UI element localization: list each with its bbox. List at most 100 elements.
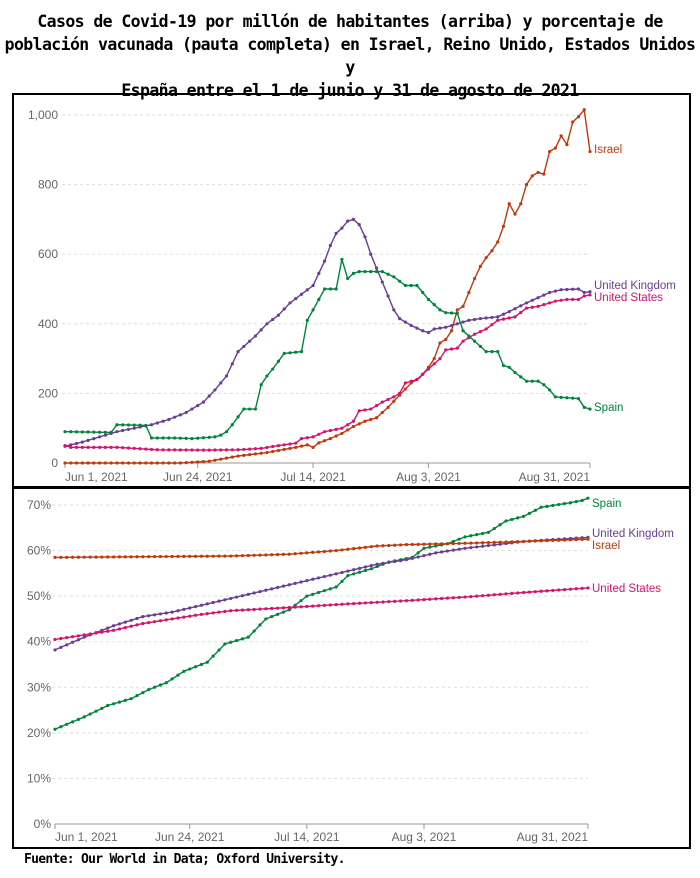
data-point <box>527 539 532 543</box>
data-point <box>516 540 520 544</box>
data-point <box>386 405 390 409</box>
data-point <box>109 461 113 465</box>
data-point <box>580 586 584 590</box>
data-point <box>557 538 561 542</box>
data-point <box>207 459 211 463</box>
data-point <box>553 299 557 303</box>
data-point <box>513 315 517 319</box>
data-point <box>426 297 431 302</box>
data-point <box>305 579 309 583</box>
data-point <box>416 542 420 546</box>
data-point <box>416 555 420 559</box>
data-point <box>152 620 157 624</box>
data-point <box>63 430 67 434</box>
data-point <box>562 587 567 592</box>
data-point <box>106 555 110 559</box>
data-point <box>438 308 442 312</box>
data-point <box>545 589 549 593</box>
data-point <box>305 443 309 447</box>
data-point <box>270 553 274 557</box>
data-point <box>219 457 223 461</box>
data-point <box>199 603 204 607</box>
data-point <box>92 445 96 449</box>
data-point <box>317 297 321 302</box>
data-point <box>184 436 188 441</box>
data-point <box>111 628 116 632</box>
data-point <box>236 350 240 354</box>
data-point <box>478 330 482 334</box>
data-point <box>282 443 286 447</box>
data-point <box>234 595 239 599</box>
data-point <box>86 438 90 442</box>
data-point <box>164 681 168 685</box>
data-point <box>357 422 361 426</box>
data-point <box>346 276 350 281</box>
data-point <box>539 589 543 593</box>
x-tick-label: Aug 31, 2021 <box>517 830 589 844</box>
data-point <box>106 703 110 708</box>
data-point <box>513 370 517 375</box>
data-point <box>184 448 188 452</box>
data-point <box>410 542 414 547</box>
data-point <box>190 437 194 441</box>
data-point <box>519 202 523 206</box>
data-point <box>135 694 139 698</box>
data-point <box>588 407 592 411</box>
data-point <box>311 604 315 608</box>
data-point <box>132 426 136 430</box>
data-point <box>357 270 361 274</box>
data-point <box>316 550 321 554</box>
data-point <box>328 587 332 591</box>
data-point <box>86 445 90 449</box>
data-point <box>409 379 413 383</box>
data-point <box>346 428 350 432</box>
data-point <box>178 413 182 417</box>
data-point <box>53 648 57 652</box>
data-point <box>524 183 529 187</box>
data-point <box>317 271 321 275</box>
data-point <box>167 417 171 422</box>
data-point <box>328 428 332 433</box>
data-point <box>147 555 151 559</box>
data-point <box>455 311 459 315</box>
data-point <box>486 593 491 597</box>
data-point <box>205 554 209 558</box>
data-point <box>103 433 107 437</box>
data-point <box>403 387 407 391</box>
data-point <box>363 545 368 549</box>
data-point <box>65 643 69 647</box>
y-tick-label: 50% <box>27 589 51 603</box>
data-point <box>415 283 419 288</box>
data-point <box>415 326 419 330</box>
data-point <box>501 317 506 321</box>
data-point <box>76 555 81 559</box>
data-point <box>322 603 327 607</box>
data-point <box>369 545 373 549</box>
data-point <box>138 423 142 427</box>
data-point <box>542 293 546 297</box>
data-point <box>504 519 508 523</box>
data-point <box>288 446 292 450</box>
data-point <box>248 453 252 457</box>
data-point <box>287 552 291 556</box>
data-point <box>580 498 584 503</box>
data-point <box>193 605 198 609</box>
data-point <box>357 409 361 413</box>
data-point <box>230 455 234 459</box>
data-point <box>586 586 590 590</box>
data-point <box>576 297 581 302</box>
data-point <box>178 436 182 440</box>
data-point <box>173 436 177 440</box>
data-point <box>568 587 573 591</box>
data-point <box>86 461 90 465</box>
data-point <box>553 289 557 293</box>
data-point <box>398 316 402 321</box>
series-israel: Israel <box>63 108 622 465</box>
data-point <box>392 395 396 399</box>
data-point <box>386 294 390 298</box>
data-point <box>155 436 159 440</box>
data-point <box>242 344 246 349</box>
x-tick-label: Aug 31, 2021 <box>519 470 591 484</box>
data-point <box>457 541 461 546</box>
data-point <box>469 534 473 538</box>
